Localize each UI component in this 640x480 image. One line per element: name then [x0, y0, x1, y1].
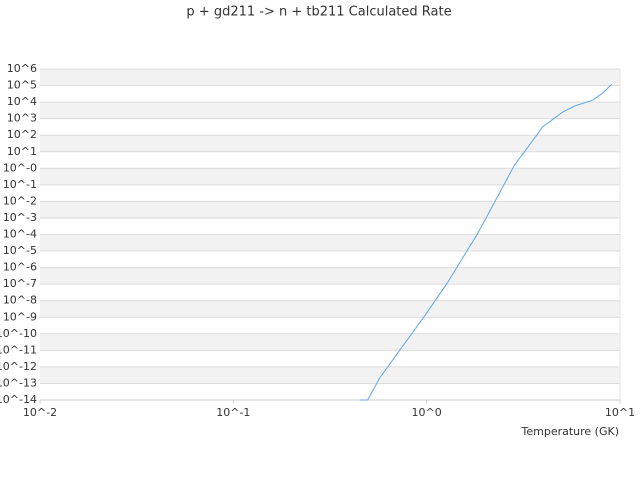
- grid-band: [40, 366, 620, 384]
- y-tick-label: 10^6: [7, 62, 37, 75]
- y-tick-label: 10^-0: [3, 161, 37, 174]
- y-tick-label: 10^4: [7, 95, 37, 108]
- data-line: [359, 83, 613, 401]
- grid-band: [40, 234, 620, 252]
- y-tick-label: 10^-6: [3, 261, 37, 274]
- y-tick-label: 10^5: [7, 79, 37, 92]
- y-tick-label: 10^-10: [0, 327, 37, 340]
- y-tick-label: 10^-12: [0, 360, 37, 373]
- y-tick-label: 10^-9: [3, 310, 37, 323]
- grid-band: [40, 102, 620, 119]
- y-tick-label: 10^-3: [3, 211, 37, 224]
- grid-band: [40, 168, 620, 185]
- y-tick-label: 10^2: [7, 128, 37, 141]
- y-tick-label: 10^-11: [0, 343, 37, 356]
- y-tick-label: 10^-7: [3, 277, 37, 290]
- grid-band: [40, 300, 620, 318]
- grid-band: [40, 333, 620, 351]
- x-tick-label: 10^1: [605, 406, 635, 419]
- y-tick-label: 10^-14: [0, 393, 37, 406]
- grid-band: [40, 267, 620, 285]
- chart-title: p + gd211 -> n + tb211 Calculated Rate: [186, 5, 451, 20]
- x-axis-label: Temperature (GK): [521, 425, 620, 438]
- y-tick-label: 10^-2: [3, 194, 37, 207]
- x-tick-label: 10^0: [412, 406, 442, 419]
- grid-band: [40, 135, 620, 152]
- y-tick-label: 10^3: [7, 112, 37, 125]
- y-tick-label: 10^-13: [0, 376, 37, 389]
- y-tick-label: 10^-1: [3, 178, 37, 191]
- y-tick-label: 10^-8: [3, 294, 37, 307]
- x-tick-label: 10^-2: [23, 406, 57, 419]
- x-tick-label: 10^-1: [216, 406, 250, 419]
- y-tick-label: 10^-4: [3, 228, 37, 241]
- grid-band: [40, 69, 620, 86]
- y-tick-label: 10^1: [7, 145, 37, 158]
- grid-band: [40, 201, 620, 218]
- y-tick-label: 10^-5: [3, 244, 37, 257]
